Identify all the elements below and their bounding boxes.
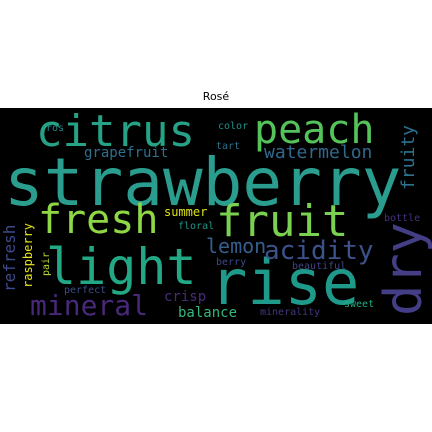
word-perfect: perfect bbox=[64, 285, 107, 296]
word-fruity: fruity bbox=[398, 124, 419, 190]
word-cloud: strawberry citrus peach fresh fruit light rise… bbox=[0, 108, 432, 324]
word-beautiful: beautiful bbox=[292, 261, 347, 272]
word-balance: balance bbox=[178, 305, 238, 321]
word-color: color bbox=[218, 121, 249, 132]
word-summer: summer bbox=[164, 205, 208, 219]
word-strawberry: strawberry bbox=[4, 144, 402, 221]
word-mineral: mineral bbox=[30, 289, 149, 322]
word-berry: berry bbox=[216, 257, 247, 268]
word-bottle: bottle bbox=[384, 213, 421, 224]
word-ros: ros bbox=[46, 123, 65, 134]
word-rise: rise bbox=[210, 246, 360, 319]
word-refresh: refresh bbox=[0, 224, 19, 292]
word-fresh: fresh bbox=[38, 197, 159, 243]
word-pair: pair bbox=[41, 251, 52, 276]
word-minerality: minerality bbox=[260, 307, 321, 318]
word-tart: tart bbox=[216, 141, 241, 152]
word-sweet: sweet bbox=[344, 299, 375, 310]
word-watermelon: watermelon bbox=[264, 142, 373, 163]
word-crisp: crisp bbox=[164, 289, 207, 305]
word-citrus: citrus bbox=[36, 108, 195, 157]
word-light: light bbox=[46, 238, 197, 296]
word-fruit: fruit bbox=[216, 196, 349, 247]
word-raspberry: raspberry bbox=[21, 222, 35, 288]
word-lemon: lemon bbox=[206, 234, 267, 258]
word-peach: peach bbox=[254, 108, 375, 153]
word-grapefruit: grapefruit bbox=[84, 145, 169, 161]
chart-title: Rosé bbox=[202, 90, 230, 103]
word-floral: floral bbox=[178, 221, 215, 232]
word-dry: dry bbox=[374, 222, 432, 316]
word-acidity: acidity bbox=[264, 236, 374, 266]
